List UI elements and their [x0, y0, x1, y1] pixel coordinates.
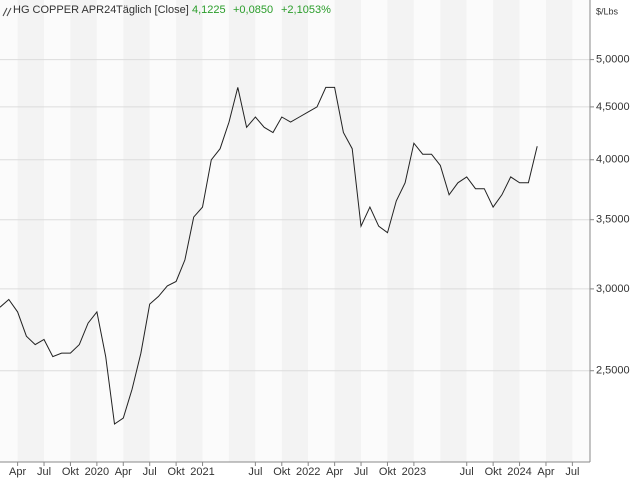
price-line	[0, 86, 538, 425]
band	[255, 0, 282, 462]
band	[413, 0, 441, 462]
x-tick-label: Apr	[115, 466, 132, 478]
band	[572, 0, 590, 462]
x-tick-label: Jul	[143, 466, 157, 478]
change: +0,0850	[233, 4, 273, 16]
band	[123, 0, 150, 462]
y-tick-label: 3,0000	[596, 283, 630, 295]
band	[17, 0, 45, 462]
band	[96, 0, 124, 462]
x-tick-label: Jul	[460, 466, 474, 478]
band	[308, 0, 335, 462]
x-tick-label: Okt	[485, 466, 502, 478]
band	[493, 0, 520, 462]
x-tick-label: 2020	[85, 466, 109, 478]
x-tick-label: Jul	[37, 466, 51, 478]
y-tick-label: 5,0000	[596, 54, 630, 66]
band	[228, 0, 256, 462]
band	[361, 0, 388, 462]
change-pct: +2,1053%	[281, 4, 331, 16]
band	[334, 0, 362, 462]
band	[176, 0, 203, 462]
background	[0, 0, 590, 462]
x-tick-label: Jul	[248, 466, 262, 478]
x-tick-label: 2024	[507, 466, 531, 478]
y-tick-label: 4,0000	[596, 154, 630, 166]
band	[70, 0, 97, 462]
chart-title: HG COPPER APR24	[13, 4, 116, 16]
x-tick-label: Okt	[62, 466, 79, 478]
band	[202, 0, 229, 462]
line-icon	[2, 7, 12, 17]
band	[149, 0, 177, 462]
band	[281, 0, 309, 462]
band	[519, 0, 546, 462]
y-tick-label: 4,5000	[596, 101, 630, 113]
axes: 2,5000 3,0000 3,5000 4,0000 4,5000 5,0000 Apr J…	[9, 54, 630, 478]
axis-panel	[0, 462, 640, 480]
last-value: 4,1225	[192, 4, 226, 16]
y-tick-label: 2,5000	[596, 365, 630, 377]
x-tick-label: Okt	[273, 466, 290, 478]
x-tick-label: 2021	[190, 466, 214, 478]
band	[440, 0, 467, 462]
band	[0, 0, 18, 462]
band	[466, 0, 494, 462]
band	[44, 0, 71, 462]
x-tick-label: 2023	[402, 466, 426, 478]
y-tick-label: 3,5000	[596, 214, 630, 226]
chart-subtitle: Täglich [Close]	[116, 4, 189, 16]
axis-panel	[590, 0, 640, 480]
band	[387, 0, 414, 462]
x-tick-label: Apr	[9, 466, 26, 478]
x-tick-label: Apr	[326, 466, 343, 478]
y-unit: $/Lbs	[596, 6, 619, 16]
plot	[0, 86, 538, 425]
x-tick-label: 2022	[296, 466, 320, 478]
x-tick-label: Jul	[354, 466, 368, 478]
x-tick-label: Okt	[379, 466, 396, 478]
x-tick-label: Okt	[168, 466, 185, 478]
band	[545, 0, 573, 462]
x-tick-label: Jul	[565, 466, 579, 478]
x-tick-label: Apr	[537, 466, 554, 478]
